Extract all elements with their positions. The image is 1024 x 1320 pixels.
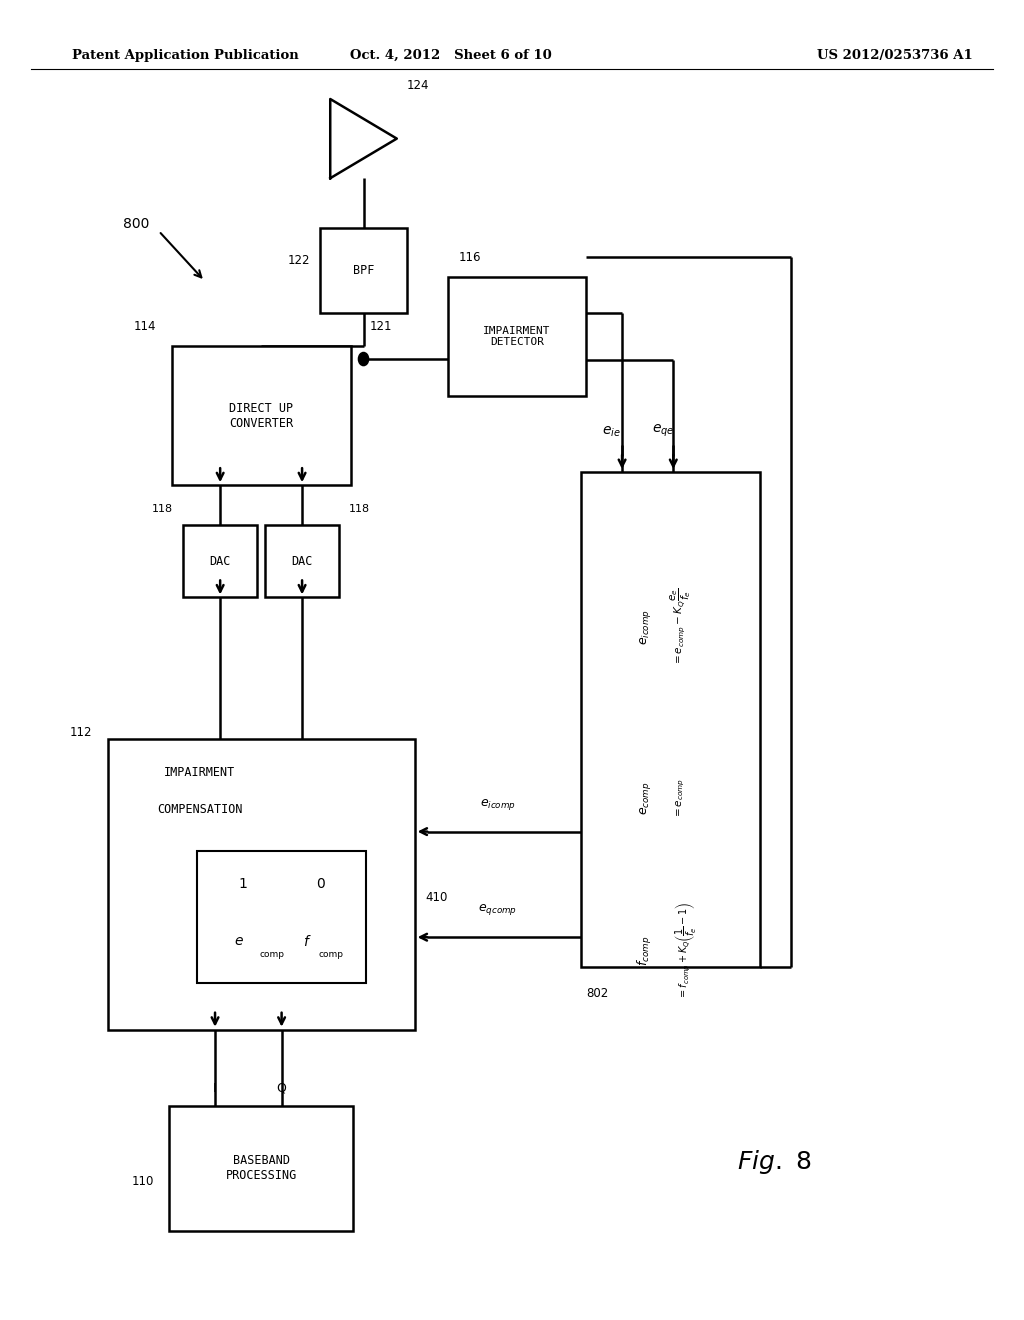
Text: comp: comp [259, 950, 284, 960]
Bar [169, 1106, 353, 1230]
Bar [449, 277, 586, 396]
Text: $= f_{comp} + K_Q\!\left(\dfrac{1}{f_e} - 1\right)$: $= f_{comp} + K_Q\!\left(\dfrac{1}{f_e} … [674, 902, 698, 999]
Text: $e$: $e$ [233, 935, 244, 948]
Text: 112: 112 [70, 726, 92, 739]
Text: Q: Q [276, 1082, 287, 1096]
Text: $= e_{comp}$: $= e_{comp}$ [675, 779, 687, 818]
Bar [172, 346, 350, 484]
Bar [183, 525, 257, 597]
Text: IMPAIRMENT
DETECTOR: IMPAIRMENT DETECTOR [483, 326, 551, 347]
Text: 124: 124 [407, 79, 429, 92]
Text: US 2012/0253736 A1: US 2012/0253736 A1 [817, 49, 973, 62]
Text: BPF: BPF [353, 264, 374, 277]
Text: $e_{icomp}$: $e_{icomp}$ [638, 609, 652, 645]
Text: $f$: $f$ [303, 933, 311, 949]
Text: 118: 118 [349, 504, 371, 515]
Text: Patent Application Publication: Patent Application Publication [72, 49, 298, 62]
Text: $e_{qcomp}$: $e_{qcomp}$ [478, 903, 517, 917]
Text: DAC: DAC [210, 554, 230, 568]
Text: comp: comp [318, 950, 343, 960]
Text: COMPENSATION: COMPENSATION [157, 803, 243, 816]
Text: BASEBAND
PROCESSING: BASEBAND PROCESSING [225, 1154, 297, 1183]
Text: Oct. 4, 2012   Sheet 6 of 10: Oct. 4, 2012 Sheet 6 of 10 [349, 49, 552, 62]
Text: $f_{comp}$: $f_{comp}$ [636, 936, 654, 965]
Text: $e_{ie}$: $e_{ie}$ [602, 425, 622, 438]
Text: $e_{icomp}$: $e_{icomp}$ [480, 797, 516, 812]
Text: DAC: DAC [292, 554, 312, 568]
Text: 122: 122 [288, 253, 309, 267]
Text: $e_{comp}$: $e_{comp}$ [638, 781, 652, 816]
Text: 110: 110 [131, 1175, 154, 1188]
Bar [108, 739, 415, 1030]
Text: $e_{qe}$: $e_{qe}$ [652, 422, 674, 438]
Circle shape [358, 352, 369, 366]
Text: $= e_{comp} - K_Q\dfrac{e_e}{f_e}$: $= e_{comp} - K_Q\dfrac{e_e}{f_e}$ [669, 587, 693, 667]
Text: IMPAIRMENT: IMPAIRMENT [164, 766, 236, 779]
Text: 121: 121 [370, 319, 392, 333]
Text: 800: 800 [123, 218, 150, 231]
Text: 114: 114 [134, 321, 157, 333]
Bar [265, 525, 339, 597]
Text: 410: 410 [425, 891, 447, 904]
Bar [319, 227, 408, 313]
Text: 118: 118 [152, 504, 173, 515]
Text: DIRECT UP
CONVERTER: DIRECT UP CONVERTER [229, 401, 293, 430]
Text: 116: 116 [459, 251, 480, 264]
Text: 802: 802 [586, 987, 608, 999]
Bar [197, 851, 367, 983]
Text: I: I [213, 1082, 217, 1096]
Bar [582, 471, 760, 966]
Text: $Fig.\ 8$: $Fig.\ 8$ [737, 1147, 812, 1176]
Text: 1: 1 [239, 878, 247, 891]
Text: 0: 0 [316, 878, 325, 891]
